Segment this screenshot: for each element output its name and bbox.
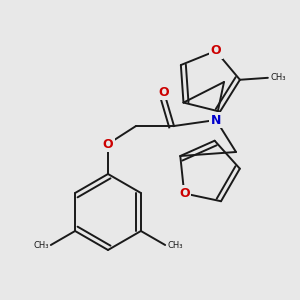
- Text: O: O: [103, 137, 113, 151]
- Text: CH₃: CH₃: [33, 241, 49, 250]
- Text: CH₃: CH₃: [271, 73, 286, 82]
- Text: N: N: [211, 113, 221, 127]
- Text: O: O: [179, 187, 190, 200]
- Text: O: O: [210, 44, 221, 58]
- Text: CH₃: CH₃: [167, 241, 183, 250]
- Text: O: O: [159, 85, 169, 98]
